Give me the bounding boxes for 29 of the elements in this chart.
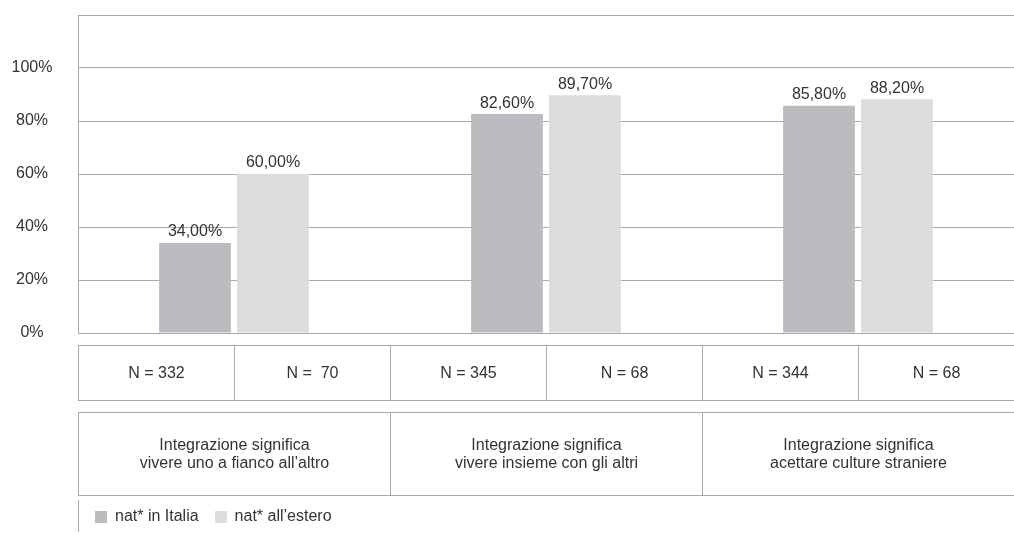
data-label: 82,60% [479,93,535,111]
data-label: 60,00% [245,153,301,171]
bar [861,99,933,333]
y-tick-label: 60% [15,164,49,182]
text: N = 345 [391,345,547,401]
x-tick-label: Integrazione significa acettare culture straniere [703,412,1014,496]
x-tick-label: Integrazione significa vivere insieme con gli altri [391,412,703,496]
bar [159,242,231,333]
data-label: 34,00% [167,222,223,240]
data-label: 88,20% [869,78,925,96]
text: N = 332 [79,345,235,401]
text: N = 344 [703,345,859,401]
y-tick-label: 40% [15,217,49,235]
legend-label: nat* in Italia [114,507,199,525]
text: N = 68 [859,345,1014,401]
bar [237,174,309,333]
data-label: 89,70% [557,74,613,92]
bar [549,95,621,333]
data-label: 85,80% [791,85,847,103]
text: N = 68 [547,345,703,401]
legend-label: nat* all’estero [233,507,332,525]
bar [471,114,543,333]
y-tick-label: 0% [20,323,44,341]
y-tick-label: 20% [15,270,49,288]
y-tick-label: 80% [15,111,49,129]
bar [783,105,855,333]
x-tick-label: Integrazione significa vivere uno a fianco all’altro [79,412,391,496]
text: N = 70 [235,345,391,401]
y-tick-label: 100% [11,58,53,76]
